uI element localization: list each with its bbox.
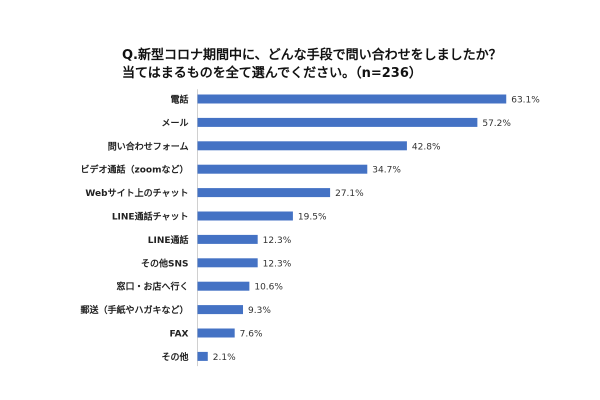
category-label: 電話 [170, 94, 188, 106]
category-label: 郵送（手紙やハガキなど） [80, 304, 188, 316]
category-label: その他SNS [141, 257, 189, 269]
bar [197, 117, 478, 127]
chart-title-line1: Q.新型コロナ期間中に、どんな手段で問い合わせをしましたか？ [122, 48, 502, 63]
data-label: 34.7% [372, 166, 401, 176]
data-label: 19.5% [298, 213, 327, 223]
bar [197, 211, 293, 221]
bar [197, 328, 235, 338]
data-label: 9.3% [248, 306, 271, 316]
chart-title: Q.新型コロナ期間中に、どんな手段で問い合わせをしましたか？ 当てはまるものを全… [122, 47, 562, 83]
category-label: FAX [169, 330, 188, 340]
bar [197, 351, 208, 361]
category-label: ビデオ通話（zoomなど） [81, 164, 189, 176]
data-label: 57.2% [482, 119, 511, 129]
category-label: メール [161, 118, 188, 129]
bar [197, 305, 244, 315]
bar [197, 141, 407, 151]
data-label: 10.6% [254, 283, 283, 293]
bar [197, 234, 258, 244]
category-label: Webサイト上のチャット [85, 187, 188, 199]
category-label: 問い合わせフォーム [108, 140, 189, 152]
bar [197, 94, 507, 104]
data-label: 63.1% [511, 96, 540, 106]
category-label: LINE通話 [148, 234, 189, 246]
category-label: 窓口・お店へ行く [116, 281, 188, 293]
category-label: LINE通話チャット [112, 211, 189, 223]
category-label: その他 [161, 351, 188, 363]
data-label: 27.1% [335, 189, 364, 199]
bar [197, 188, 331, 198]
data-label: 42.8% [412, 142, 441, 152]
data-label: 12.3% [263, 236, 292, 246]
bar [197, 258, 258, 268]
bar [197, 164, 368, 174]
data-label: 12.3% [263, 259, 292, 269]
chart-title-line2: 当てはまるものを全て選んでください。（n=236） [122, 66, 422, 81]
bar [197, 281, 250, 291]
data-label: 7.6% [240, 330, 263, 340]
data-label: 2.1% [213, 353, 236, 363]
